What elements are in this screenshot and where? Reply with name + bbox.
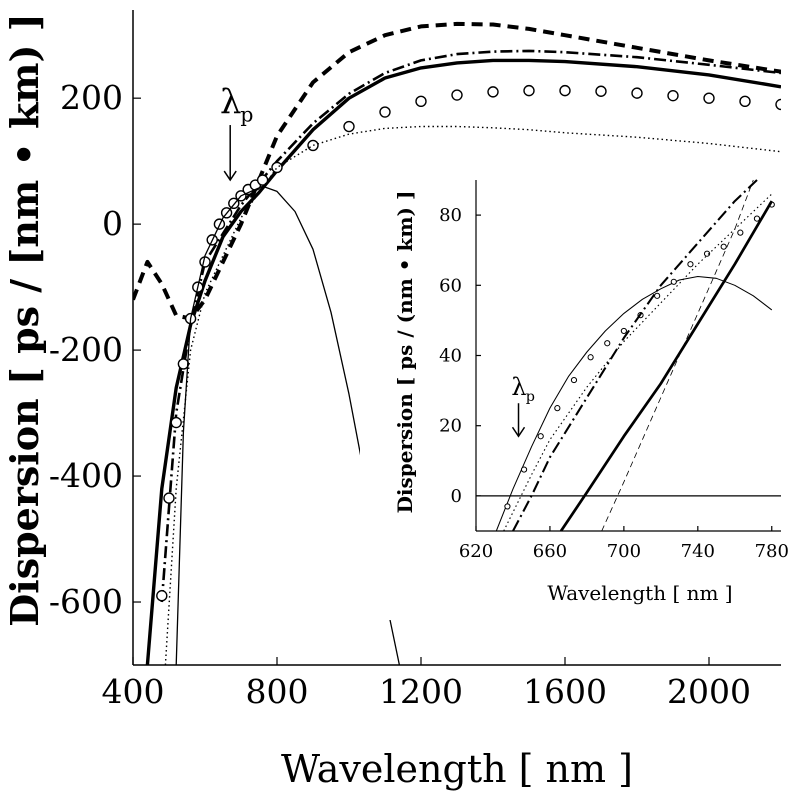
y-tick-label-2: -200 <box>49 330 123 369</box>
series-line-thin-solid <box>495 275 773 531</box>
data-point-circles-27 <box>703 92 715 104</box>
lambda-subscript: p <box>526 389 535 405</box>
data-point-circles-4 <box>570 376 578 384</box>
data-point-circles-9 <box>654 292 661 299</box>
data-point-circles-2 <box>537 433 544 440</box>
data-point-circles-18 <box>379 106 391 118</box>
series-line-dashdot <box>512 179 758 531</box>
data-point-circles-23 <box>559 84 571 97</box>
data-point-circles-3 <box>177 358 190 370</box>
lambda-subscript: p <box>240 103 253 127</box>
data-point-circles-0 <box>156 590 168 602</box>
x-tick-label-0: 400 <box>102 672 165 711</box>
data-point-circles-7 <box>620 327 627 335</box>
data-point-circles-13 <box>720 243 727 250</box>
data-point-circles-2 <box>170 416 182 429</box>
inset-series-group <box>476 179 781 531</box>
series-line-dashed-thin <box>601 179 754 531</box>
data-point-circles-19 <box>415 95 427 108</box>
data-point-circles-5 <box>587 354 594 361</box>
data-point-circles-21 <box>487 86 499 98</box>
data-point-circles-1 <box>163 492 175 504</box>
inset-y-axis-label: Dispersion [ ps / (nm • km) ] <box>393 191 417 514</box>
inset-x-axis-label: Wavelength [ nm ] <box>547 581 732 605</box>
data-point-circles-1 <box>520 466 528 473</box>
inset-chart: 620 660 700 740 780 0 20 40 60 80 Wavelength [ nm… <box>360 160 789 620</box>
data-point-circles-14 <box>737 229 744 236</box>
data-point-circles-6 <box>604 340 611 347</box>
data-point-circles-12 <box>703 250 711 257</box>
y-tick-label-0: -600 <box>49 582 123 621</box>
data-point-circles-11 <box>687 261 694 268</box>
y-tick-label-3: 0 <box>102 204 123 243</box>
main-y-axis-label: Dispersion [ ps / [nm • km) ] <box>2 13 47 626</box>
data-point-circles-26 <box>667 89 679 102</box>
main-series-group <box>133 21 781 665</box>
series-line-dotted <box>503 193 773 531</box>
series-line-dashdot <box>160 49 781 603</box>
y-tick-label-1: 20 <box>439 416 462 437</box>
data-point-circles-24 <box>595 85 607 97</box>
y-tick-label-0: 0 <box>451 486 462 507</box>
inset-ticks-group: 620 660 700 740 780 0 20 40 60 80 <box>439 205 789 562</box>
data-point-circles-16 <box>307 139 319 152</box>
data-point-circles-17 <box>343 120 355 133</box>
main-lambda-annotation: λp <box>220 82 253 182</box>
y-tick-label-4: 80 <box>439 205 462 226</box>
x-tick-label-3: 1600 <box>523 672 607 711</box>
data-point-circles-15 <box>753 215 761 222</box>
data-point-circles-20 <box>451 89 463 101</box>
data-point-circles-29 <box>775 98 781 111</box>
x-tick-label-1: 800 <box>246 672 309 711</box>
x-tick-label-1: 660 <box>533 541 567 562</box>
series-line-dashed-thick <box>133 21 781 321</box>
lambda-symbol: λ <box>511 373 526 401</box>
lambda-arrow-head <box>223 170 237 182</box>
inset-background <box>360 160 780 620</box>
lambda-arrow-head <box>511 426 526 438</box>
x-tick-label-0: 620 <box>459 541 493 562</box>
y-tick-label-3: 60 <box>439 275 462 296</box>
data-point-circles-10 <box>670 278 677 285</box>
data-point-circles-3 <box>554 405 561 412</box>
x-tick-label-3: 740 <box>681 541 715 562</box>
data-point-circles-28 <box>739 95 751 108</box>
x-tick-label-2: 1200 <box>379 672 463 711</box>
data-point-circles-0 <box>504 503 511 510</box>
data-point-circles-15 <box>271 161 283 174</box>
x-tick-label-2: 700 <box>607 541 641 562</box>
x-tick-label-4: 2000 <box>667 672 751 711</box>
series-line-solid-thick <box>559 200 773 531</box>
main-x-axis-label: Wavelength [ nm ] <box>281 747 633 791</box>
data-point-circles-25 <box>631 87 643 99</box>
lambda-symbol: λ <box>220 82 242 122</box>
data-point-circles-22 <box>523 84 535 97</box>
y-tick-label-1: -400 <box>49 456 123 495</box>
y-tick-label-2: 40 <box>439 346 462 367</box>
x-tick-label-4: 780 <box>755 541 789 562</box>
y-tick-label-4: 200 <box>60 78 123 117</box>
